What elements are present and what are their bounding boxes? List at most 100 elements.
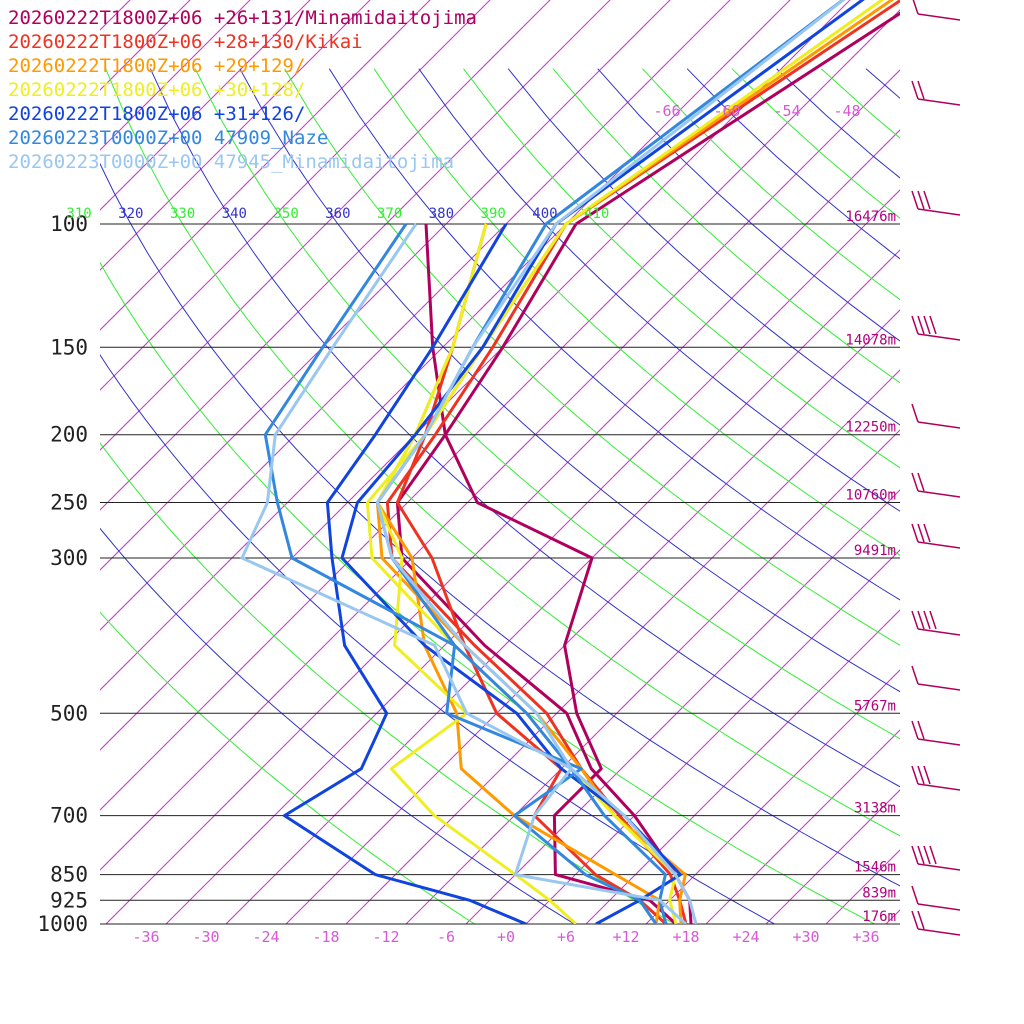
barb-flag: [911, 610, 919, 630]
dry-adiabat-line: [284, 68, 900, 646]
wind-barb: [912, 0, 961, 21]
height-label: 14078m: [845, 332, 896, 348]
isotherm-line: [465, 489, 900, 924]
barb-shaft: [917, 541, 961, 549]
wind-barb: [911, 720, 961, 746]
temperature-tick-label: +0: [497, 928, 515, 946]
temperature-tick-label: -30: [192, 928, 219, 946]
pressure-label: 1000: [37, 912, 88, 936]
theta-tick-label: 320: [118, 206, 143, 222]
barb-flag: [917, 910, 925, 930]
theta-tick-label: 390: [481, 206, 506, 222]
legend-entry: 20260222T1800Z+06 +28+130/Kikai: [8, 31, 363, 53]
barb-flag: [917, 315, 925, 335]
barb-flag: [917, 765, 925, 785]
dry-adiabat-line: [373, 68, 900, 556]
temperature-tick-label: +12: [612, 928, 639, 946]
isotherm-line: [885, 909, 900, 924]
barb-shaft: [917, 928, 961, 936]
isotherm-line: [585, 609, 900, 924]
height-label: 176m: [862, 909, 896, 925]
isotherm-line: [1006, 0, 1024, 924]
dry-adiabat-line: [597, 68, 900, 342]
pressure-label: 250: [50, 491, 88, 515]
dry-adiabat-line: [100, 261, 876, 924]
barb-flag: [917, 610, 925, 630]
dry-adiabat-line: [100, 527, 576, 924]
theta-tick-label: 380: [429, 206, 454, 222]
isotherm-tick-label: -48: [833, 102, 860, 120]
barb-flag: [917, 190, 925, 210]
series-temperature-line: [375, 223, 687, 924]
series-dewpoint-line: [282, 223, 527, 924]
wind-barbs: [911, 0, 961, 936]
wind-barb: [911, 765, 961, 791]
legend-entry: 20260223T0000Z+00 47909_Naze: [8, 127, 328, 149]
wind-barb: [911, 190, 961, 216]
barb-flag: [923, 190, 931, 210]
pressure-label: 500: [50, 701, 88, 725]
series-temperature-line: [555, 0, 846, 226]
barb-shaft: [917, 421, 961, 429]
temperature-tick-label: -18: [312, 928, 339, 946]
height-label: 3138m: [854, 801, 896, 817]
barb-flag: [911, 720, 919, 740]
barb-flag: [923, 315, 931, 335]
legend-entry: 20260222T1800Z+06 +26+131/Minamidaitojim…: [8, 7, 477, 29]
isotherm-line: [285, 309, 900, 924]
wind-barb: [911, 403, 961, 429]
pressure-label: 850: [50, 863, 88, 887]
isotherm-line: [946, 0, 1024, 924]
theta-tick-label: 360: [325, 206, 350, 222]
temperature-tick-label: +24: [732, 928, 759, 946]
temperature-tick-label: +36: [852, 928, 879, 946]
label-layer: 100 16476m 150 14078m 200 12250m 250 10760m 300 9…: [37, 102, 896, 946]
barb-shaft: [917, 783, 961, 791]
dry-adiabat-line: [239, 68, 900, 693]
pressure-label: 300: [50, 546, 88, 570]
height-label: 839m: [862, 885, 896, 901]
series-temperature-line: [575, 11, 900, 226]
height-label: 16476m: [845, 209, 896, 225]
isobar-layer: [100, 223, 900, 925]
pressure-label: 100: [50, 212, 88, 236]
series-temperature-line: [565, 0, 885, 226]
dry-adiabat-line: [100, 162, 900, 887]
barb-flag: [917, 472, 925, 492]
series-dewpoint-line: [395, 223, 668, 924]
isotherm-line: [645, 669, 900, 924]
isotherm-line: [100, 0, 431, 331]
wind-barb: [911, 610, 961, 636]
height-label: 1546m: [854, 860, 896, 876]
series-temperature-line: [555, 0, 865, 226]
dry-adiabat-line: [105, 68, 900, 837]
temperature-tick-label: -12: [372, 928, 399, 946]
wind-barb: [911, 885, 961, 911]
dry-adiabat-line: [100, 354, 776, 924]
theta-tick-label: 410: [584, 206, 609, 222]
isotherm-tick-label: -54: [773, 102, 800, 120]
temperature-tick-label: -36: [132, 928, 159, 946]
theta-tick-label: 330: [170, 206, 195, 222]
barb-flag: [911, 845, 919, 865]
legend-entry: 20260222T1800Z+06 +31+126/: [8, 103, 305, 125]
barb-flag: [911, 910, 919, 930]
barb-shaft: [917, 13, 961, 21]
dry-adiabat-line: [328, 68, 900, 601]
isotherm-line: [0, 0, 5, 924]
barb-flag: [917, 720, 925, 740]
theta-tick-label: 350: [273, 206, 298, 222]
isotherm-line: [100, 0, 311, 211]
barb-shaft: [917, 863, 961, 871]
legend-entry: 20260223T0000Z+00 47945_Minamidaitojima: [8, 151, 454, 173]
theta-tick-label: 310: [66, 206, 91, 222]
isotherm-line: [225, 249, 900, 924]
barb-flag: [929, 610, 937, 630]
height-label: 9491m: [854, 543, 896, 559]
height-label: 12250m: [845, 420, 896, 436]
barb-flag: [923, 845, 931, 865]
isotherm-line: [705, 729, 900, 924]
series-dewpoint-line: [240, 223, 688, 924]
wind-barb: [911, 845, 961, 871]
